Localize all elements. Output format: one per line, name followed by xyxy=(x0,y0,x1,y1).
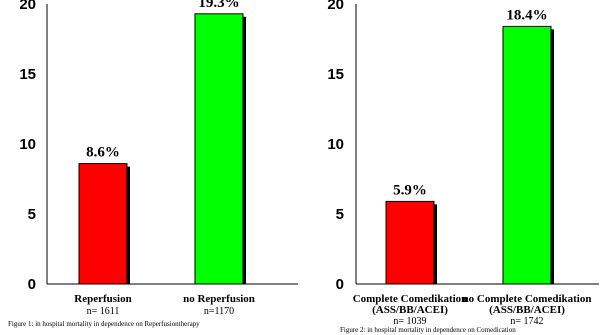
chart1-y-tick-label: 0 xyxy=(28,276,36,293)
chart1-n-label: n= 1611 xyxy=(87,306,120,317)
chart2-y-tick-label: 20 xyxy=(327,0,344,13)
chart1-y-tick-label: 15 xyxy=(19,66,36,83)
chart2-n-label: n= 1742 xyxy=(510,316,543,327)
chart1-value-label: 19.3% xyxy=(198,0,239,11)
chart1-bar-2 xyxy=(194,13,244,285)
chart2-value-label: 18.4% xyxy=(506,7,547,23)
chart1-y-tick-label: 20 xyxy=(19,0,36,13)
chart2-y-tick-label: 0 xyxy=(336,276,344,293)
chart2-category-label: no Complete Comedikation xyxy=(463,293,592,305)
chart1-value-label: 8.6% xyxy=(86,145,120,161)
chart2-bar-2 xyxy=(502,25,552,285)
chart1-n-label: n=1170 xyxy=(204,306,234,317)
chart1-caption: Figure 1: in hospital mortality in depen… xyxy=(8,320,200,328)
chart2-value-label: 5.9% xyxy=(393,182,427,198)
chart2-y-tick-label: 10 xyxy=(327,136,344,153)
chart2-n-label: n= 1039 xyxy=(393,316,426,327)
chart2-caption: Figure 2: in hospital mortality in depen… xyxy=(340,326,516,334)
chart2-bar-1 xyxy=(385,200,435,285)
chart1-bar-1 xyxy=(78,163,128,285)
chart2-category-sublabel: (ASS/BB/ACEI) xyxy=(372,304,448,316)
chart1-category-label: no Reperfusion xyxy=(183,293,255,305)
chart2-category-sublabel: (ASS/BB/ACEI) xyxy=(489,304,565,316)
chart1-category-label: Reperfusion xyxy=(74,293,131,305)
chart1-y-tick-label: 5 xyxy=(28,206,36,223)
chart2-category-label: Complete Comedikation xyxy=(353,293,468,305)
chart1-y-tick-label: 10 xyxy=(19,136,36,153)
chart2-y-tick-label: 15 xyxy=(327,66,344,83)
chart2-y-tick-label: 5 xyxy=(336,206,344,223)
